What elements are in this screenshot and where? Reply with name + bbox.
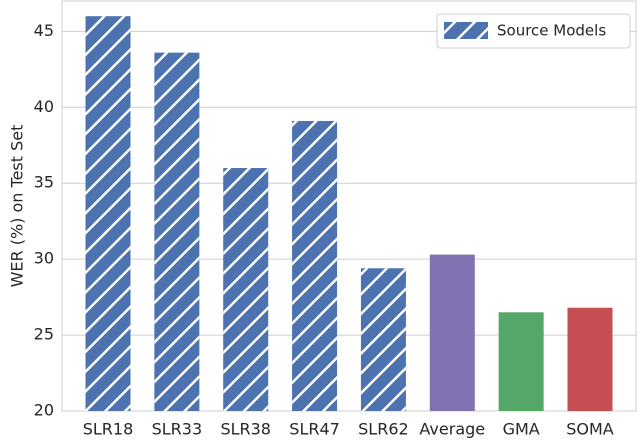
y-tick-label: 40: [34, 97, 54, 116]
bar-hatch: [85, 16, 131, 412]
y-axis-label: WER (%) on Test Set: [8, 125, 27, 288]
x-tick-label: SLR33: [152, 420, 203, 439]
plot-frame: [61, 0, 637, 412]
x-tick-label: SLR38: [220, 420, 271, 439]
x-tick-label: SOMA: [566, 420, 614, 439]
x-tick-label: GMA: [503, 420, 540, 439]
bar: [429, 254, 475, 411]
x-tick-label: SLR18: [83, 420, 134, 439]
bar-hatch: [223, 168, 269, 411]
bar-hatch: [292, 120, 338, 412]
y-tick-label: 30: [34, 249, 54, 268]
legend-swatch-hatch: [444, 22, 488, 39]
y-tick-label: 45: [34, 21, 54, 40]
x-tick-label: Average: [419, 420, 485, 439]
x-tick-label: SLR47: [289, 420, 340, 439]
legend-label: Source Models: [497, 22, 606, 40]
bar: [498, 312, 544, 411]
y-tick-label: 35: [34, 173, 54, 192]
bar-hatch: [360, 268, 406, 411]
y-tick-label: 20: [34, 401, 54, 420]
bar-hatch: [154, 52, 200, 411]
y-tick-label: 25: [34, 325, 54, 344]
legend: Source Models: [436, 13, 631, 49]
bar: [567, 307, 613, 411]
x-tick-label: SLR62: [358, 420, 409, 439]
